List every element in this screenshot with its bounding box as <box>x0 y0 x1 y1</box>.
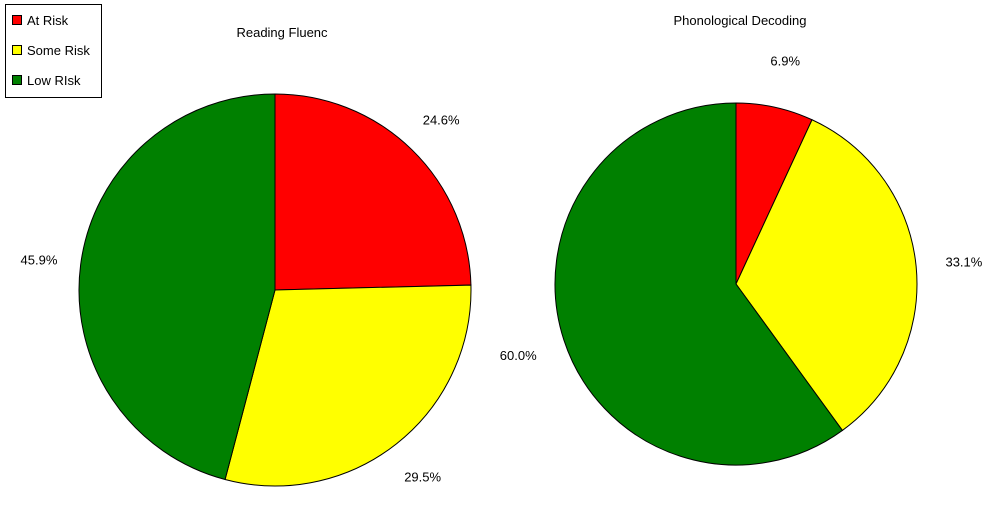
legend-swatch-at-risk <box>12 15 22 25</box>
pie-slice-low-risk <box>78 93 276 481</box>
legend-label: Low RIsk <box>27 72 81 88</box>
legend-label: Some Risk <box>27 42 90 58</box>
legend-item-some-risk: Some Risk <box>12 42 90 58</box>
legend: At Risk Some Risk Low RIsk <box>5 4 102 98</box>
chart-title: Phonological Decoding <box>674 13 807 28</box>
legend-swatch-some-risk <box>12 45 22 55</box>
pie-chart-1: Reading Fluenc 24.6% 29.5% 45.9% <box>21 25 472 487</box>
data-label-at-risk: 6.9% <box>770 53 800 68</box>
pie-chart-2: Phonological Decoding 6.9% 33.1% 60.0% <box>500 13 983 466</box>
legend-swatch-low-risk <box>12 75 22 85</box>
legend-label: At Risk <box>27 12 69 28</box>
pie-slice-some-risk <box>735 119 918 432</box>
data-label-some-risk: 29.5% <box>404 470 441 485</box>
data-label-low-risk: 45.9% <box>21 252 58 267</box>
chart-title: Reading Fluenc <box>236 25 328 40</box>
data-label-some-risk: 33.1% <box>945 255 982 270</box>
pie-slice-low-risk <box>554 102 844 466</box>
data-label-at-risk: 24.6% <box>423 113 460 128</box>
legend-item-at-risk: At Risk <box>12 12 68 28</box>
data-label-low-risk: 60.0% <box>500 348 537 363</box>
legend-item-low-risk: Low RIsk <box>12 72 80 88</box>
pie-slice-some-risk <box>224 284 472 487</box>
pie-slice-at-risk <box>274 93 472 291</box>
